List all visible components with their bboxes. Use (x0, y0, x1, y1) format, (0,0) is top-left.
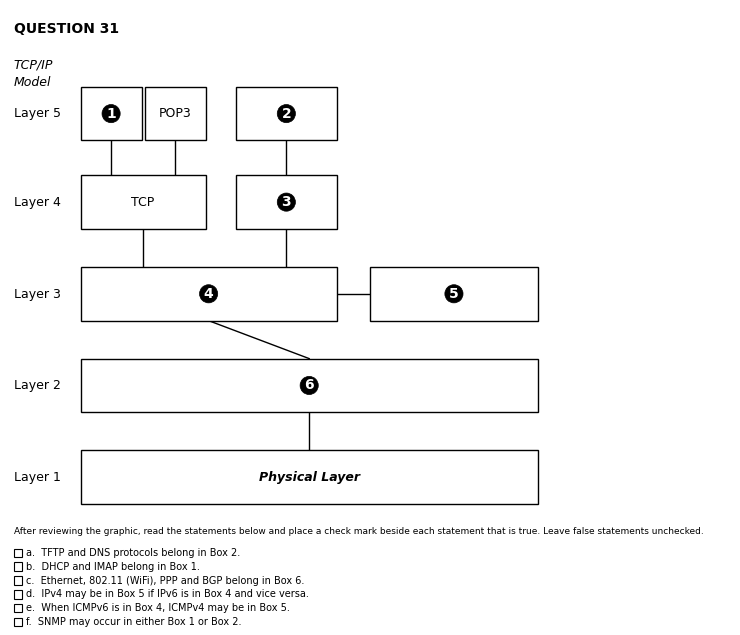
FancyBboxPatch shape (236, 175, 337, 229)
FancyBboxPatch shape (370, 267, 538, 321)
Text: After reviewing the graphic, read the statements below and place a check mark be: After reviewing the graphic, read the st… (13, 528, 703, 537)
Text: Layer 4: Layer 4 (13, 196, 61, 209)
Text: Layer 1: Layer 1 (13, 471, 61, 484)
Text: f.  SNMP may occur in either Box 1 or Box 2.: f. SNMP may occur in either Box 1 or Box… (27, 617, 242, 627)
Text: POP3: POP3 (158, 107, 192, 120)
FancyBboxPatch shape (81, 267, 337, 321)
FancyBboxPatch shape (13, 577, 21, 585)
Text: Model: Model (13, 76, 51, 89)
Text: Layer 5: Layer 5 (13, 107, 61, 121)
FancyBboxPatch shape (81, 359, 538, 412)
Text: 1: 1 (107, 107, 116, 121)
Text: TCP: TCP (132, 196, 155, 209)
FancyBboxPatch shape (236, 87, 337, 140)
Text: b.  DHCP and IMAP belong in Box 1.: b. DHCP and IMAP belong in Box 1. (27, 561, 201, 572)
Text: a.  TFTP and DNS protocols belong in Box 2.: a. TFTP and DNS protocols belong in Box … (27, 547, 240, 558)
FancyBboxPatch shape (13, 618, 21, 626)
Text: e.  When ICMPv6 is in Box 4, ICMPv4 may be in Box 5.: e. When ICMPv6 is in Box 4, ICMPv4 may b… (27, 603, 290, 613)
Text: 6: 6 (304, 378, 314, 392)
FancyBboxPatch shape (13, 563, 21, 571)
Text: Physical Layer: Physical Layer (259, 471, 360, 484)
FancyBboxPatch shape (13, 591, 21, 599)
Text: QUESTION 31: QUESTION 31 (13, 22, 118, 36)
Text: d.  IPv4 may be in Box 5 if IPv6 is in Box 4 and vice versa.: d. IPv4 may be in Box 5 if IPv6 is in Bo… (27, 589, 309, 599)
FancyBboxPatch shape (81, 450, 538, 504)
Text: Layer 2: Layer 2 (13, 379, 61, 392)
Text: Layer 3: Layer 3 (13, 288, 61, 300)
FancyBboxPatch shape (144, 87, 206, 140)
Text: 4: 4 (204, 287, 214, 301)
FancyBboxPatch shape (13, 549, 21, 557)
FancyBboxPatch shape (81, 175, 206, 229)
FancyBboxPatch shape (13, 605, 21, 612)
FancyBboxPatch shape (81, 87, 141, 140)
Text: TCP/IP: TCP/IP (13, 58, 53, 71)
Text: 5: 5 (449, 287, 459, 301)
Text: c.  Ethernet, 802.11 (WiFi), PPP and BGP belong in Box 6.: c. Ethernet, 802.11 (WiFi), PPP and BGP … (27, 575, 305, 585)
Text: 2: 2 (281, 107, 292, 121)
Text: 3: 3 (281, 195, 291, 209)
